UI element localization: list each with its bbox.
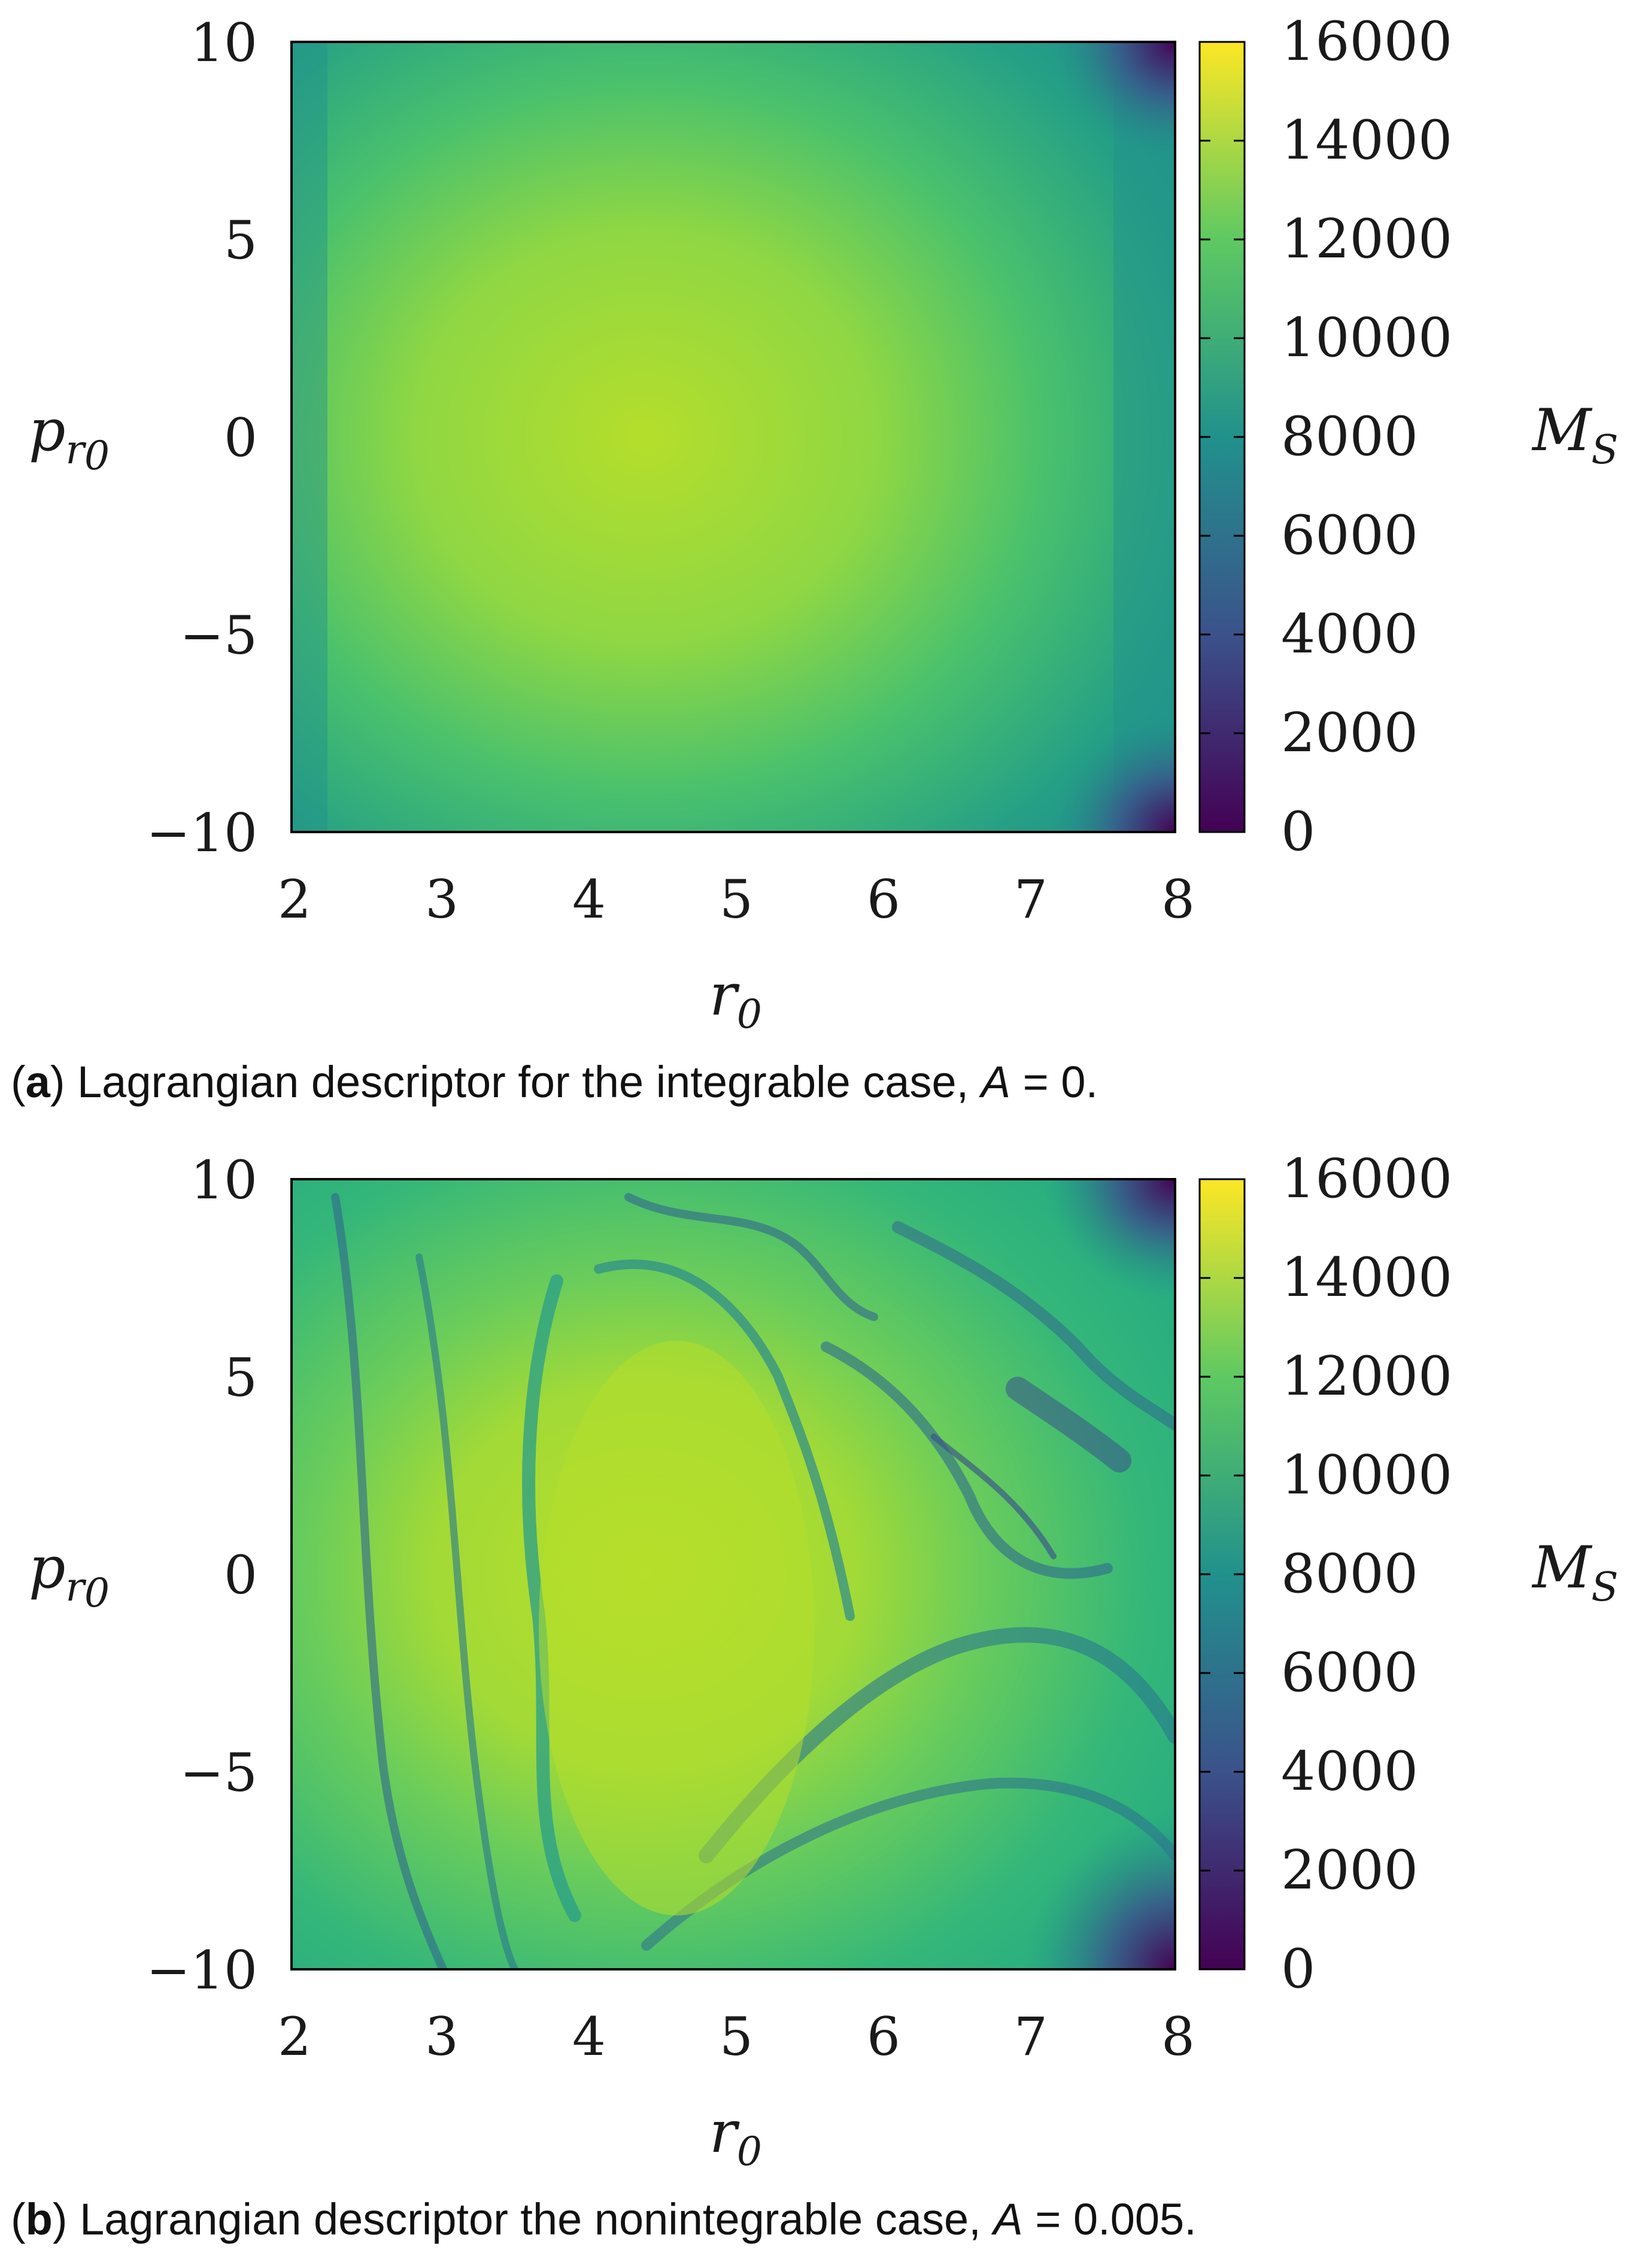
x-tick-label: 6 <box>867 2006 900 2067</box>
x-ticks-a: 2 3 4 5 6 7 8 <box>278 869 1195 930</box>
x-tick-label: 8 <box>1161 869 1195 930</box>
colorbar-tick-label: 16000 <box>1281 10 1452 73</box>
y-tick-label: 5 <box>224 210 257 271</box>
x-tick-label: 4 <box>572 2006 606 2067</box>
x-axis-label-a: r0 <box>709 961 762 1037</box>
colorbar-label-a: MS <box>1531 397 1619 473</box>
colorbar-tick-label: 6000 <box>1281 504 1418 567</box>
colorbar-ticks-b <box>1200 1277 1245 1872</box>
colorbar-tick-label: 12000 <box>1281 208 1452 271</box>
colorbar-tick-label: 12000 <box>1281 1345 1452 1408</box>
plot-frame-b <box>290 1178 1176 1971</box>
colorbar-tick-label: 2000 <box>1281 702 1418 764</box>
caption-text: Lagrangian descriptor for the integrable… <box>77 1057 981 1107</box>
corner-bottom-right-b <box>1025 1814 1175 1969</box>
y-ticks-a: 10 5 0 −5 −10 <box>146 12 257 864</box>
left-band-a <box>292 42 327 832</box>
x-tick-label: 7 <box>1014 869 1048 930</box>
right-band-a <box>1113 42 1175 832</box>
panel-a: 10 5 0 −5 −10 2 3 4 5 6 7 8 r0 pr0 <box>29 10 1619 1037</box>
x-tick-label: 2 <box>278 869 311 930</box>
y-tick-label: 10 <box>190 1149 257 1211</box>
y-axis-label-b: pr0 <box>29 1534 110 1616</box>
colorbar-tick-label: 4000 <box>1281 603 1418 666</box>
colorbar-label-b: MS <box>1531 1534 1619 1610</box>
y-axis-label-a: pr0 <box>29 397 110 479</box>
colorbar-tick-label: 10000 <box>1281 1444 1452 1507</box>
corner-top-right-b <box>1043 1179 1175 1299</box>
colorbar-tick-label: 8000 <box>1281 405 1418 468</box>
x-axis-label-b: r0 <box>709 2099 762 2175</box>
caption-param-name: A <box>981 1057 1011 1107</box>
x-ticks-b: 2 3 4 5 6 7 8 <box>278 2006 1195 2067</box>
x-tick-label: 6 <box>867 869 900 930</box>
caption-text: Lagrangian descriptor the nonintegrable … <box>80 2194 994 2244</box>
colorbar-tick-label: 14000 <box>1281 1246 1452 1309</box>
corner-top-right-a <box>1049 42 1175 162</box>
x-tick-label: 3 <box>425 869 459 930</box>
plot-frame-a <box>290 41 1176 833</box>
caption-param-equals: = <box>1010 1057 1061 1107</box>
caption-label: b <box>25 2194 53 2244</box>
x-tick-label: 5 <box>720 869 753 930</box>
colorbar-tick-label: 0 <box>1281 1938 1315 2000</box>
caption-end: . <box>1085 1057 1098 1107</box>
caption-end: . <box>1184 2194 1197 2244</box>
y-ticks-b: 10 5 0 −5 −10 <box>146 1149 257 2001</box>
colorbar-tick-labels-a: 16000 14000 12000 10000 8000 6000 4000 2… <box>1281 10 1452 863</box>
caption-label: a <box>25 1057 50 1107</box>
colorbar-tick-label: 4000 <box>1281 1740 1418 1803</box>
caption-param-equals: = <box>1022 2194 1074 2244</box>
colorbar-tick-label: 2000 <box>1281 1839 1418 1902</box>
panel-b: 10 5 0 −5 −10 2 3 4 5 6 7 8 r0 pr0 <box>29 1147 1619 2175</box>
x-tick-label: 8 <box>1161 2006 1195 2067</box>
colorbar-tick-label: 14000 <box>1281 109 1452 172</box>
x-tick-label: 7 <box>1014 2006 1048 2067</box>
x-tick-label: 2 <box>278 2006 311 2067</box>
colorbar-tick-label: 0 <box>1281 800 1315 863</box>
y-tick-label: −10 <box>146 1939 257 2001</box>
x-tick-label: 3 <box>425 2006 459 2067</box>
colorbar-ticks-a <box>1200 139 1245 734</box>
y-tick-label: −5 <box>180 1742 257 1804</box>
y-tick-label: −5 <box>180 605 257 666</box>
central-region-b <box>539 1341 814 1915</box>
colorbar-tick-label: 10000 <box>1281 306 1452 369</box>
caption-b: (b) Lagrangian descriptor the nonintegra… <box>11 2194 1197 2244</box>
y-tick-label: 0 <box>224 1544 257 1606</box>
heatmap-field-a <box>292 42 1175 832</box>
x-tick-label: 4 <box>572 869 606 930</box>
caption-param-value: 0 <box>1061 1057 1086 1107</box>
caption-a: (a) Lagrangian descriptor for the integr… <box>11 1057 1098 1107</box>
colorbar-tick-label: 16000 <box>1281 1147 1452 1210</box>
colorbar-tick-labels-b: 16000 14000 12000 10000 8000 6000 4000 2… <box>1281 1147 1452 2000</box>
x-tick-label: 5 <box>720 2006 753 2067</box>
caption-param-name: A <box>993 2194 1023 2244</box>
y-tick-label: 0 <box>224 407 257 469</box>
y-tick-label: −10 <box>146 802 257 864</box>
y-tick-label: 5 <box>224 1347 257 1408</box>
y-tick-label: 10 <box>190 12 257 74</box>
colorbar-tick-label: 8000 <box>1281 1543 1418 1605</box>
caption-param-value: 0.005 <box>1073 2194 1185 2244</box>
corner-bottom-right-a <box>1049 712 1175 832</box>
colorbar-tick-label: 6000 <box>1281 1641 1418 1704</box>
